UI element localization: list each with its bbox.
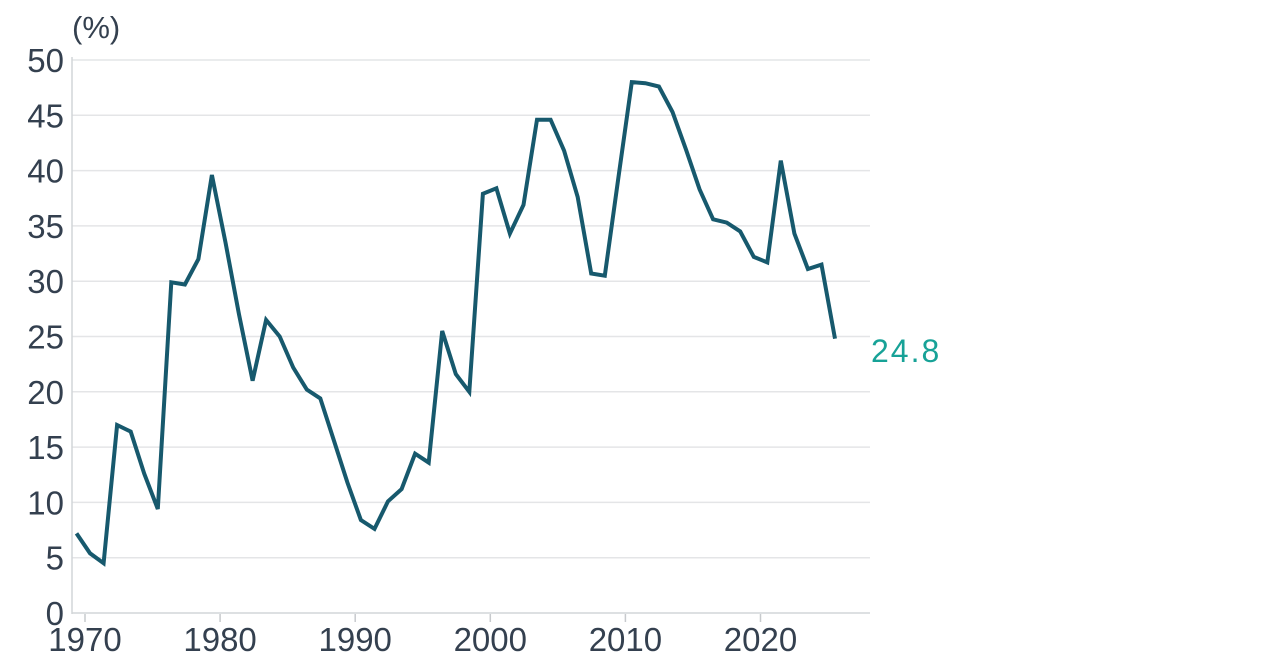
y-axis-tick-label: 35 — [27, 208, 64, 245]
data-series — [74, 79, 837, 567]
end-value-label: 24.8 — [871, 333, 941, 369]
y-axis-tick-label: 50 — [27, 42, 64, 79]
y-axis-tick-label: 40 — [27, 153, 64, 190]
y-axis-tick-label: 30 — [27, 263, 64, 300]
y-axis-tick-label: 0 — [46, 595, 64, 632]
x-axis-tick-label: 2000 — [454, 621, 527, 658]
y-axis-unit-label: (%) — [72, 10, 120, 45]
y-axis-tick-label: 45 — [27, 97, 64, 134]
y-axis-tick-label: 10 — [27, 484, 64, 521]
data-series-line — [74, 79, 837, 567]
x-axis-tick-label: 2010 — [589, 621, 662, 658]
axis-labels: 0 5 10 15 20 25 30 35 40 45 50 1970 1980 1990 2000 2010… — [27, 42, 797, 658]
y-axis-tick-label: 20 — [27, 374, 64, 411]
y-axis-tick-label: 5 — [46, 540, 64, 577]
y-axis-tick-label: 25 — [27, 319, 64, 356]
x-axis-tick-label: 2020 — [724, 621, 797, 658]
x-axis-tick-label: 1980 — [183, 621, 256, 658]
x-axis-tick-label: 1990 — [318, 621, 391, 658]
axes — [71, 57, 870, 622]
y-axis-tick-label: 15 — [27, 429, 64, 466]
gridlines — [72, 59, 870, 559]
x-axis-tick-label: 1970 — [48, 621, 121, 658]
